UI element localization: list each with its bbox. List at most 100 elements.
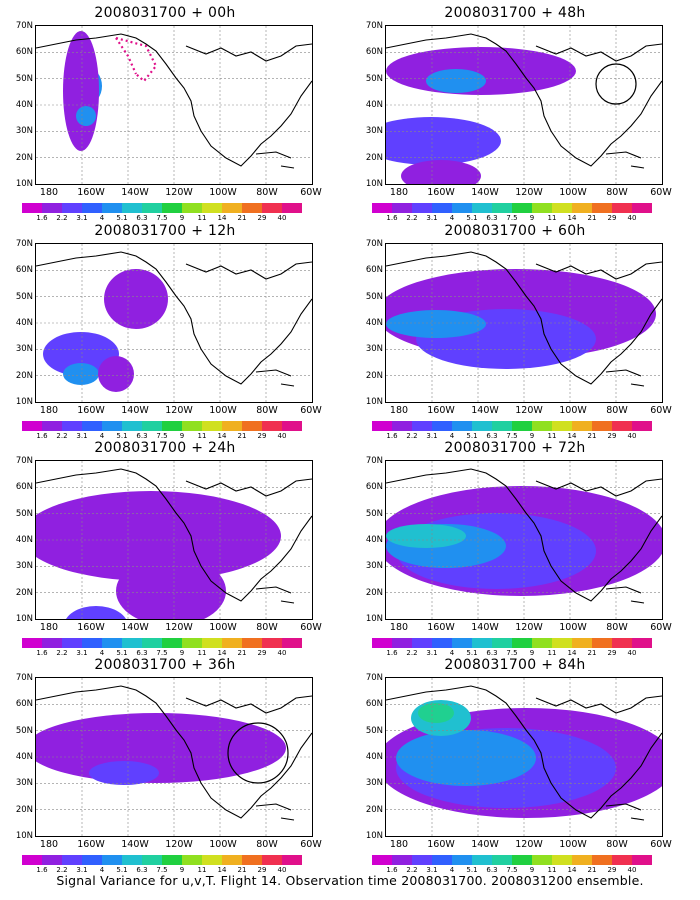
map-plot-area	[35, 25, 313, 185]
colorbar-label: 5.1	[466, 214, 478, 222]
x-axis-label: 140W	[471, 187, 499, 198]
colorbar-swatch	[282, 638, 302, 648]
colorbar-label: 3.1	[76, 866, 88, 874]
variance-contour	[386, 524, 466, 548]
variance-map	[386, 26, 662, 184]
variance-contour	[36, 713, 286, 783]
x-axis-label: 160W	[427, 839, 455, 850]
coastline	[535, 478, 662, 497]
y-axis-label: 70N	[365, 239, 383, 249]
colorbar-swatch	[592, 421, 612, 431]
x-axis-label: 180	[389, 187, 409, 198]
colorbar-swatch	[222, 421, 242, 431]
coastline	[255, 586, 295, 604]
colorbar-label: 5.1	[116, 214, 128, 222]
map-plot-area	[35, 460, 313, 620]
colorbar	[22, 421, 302, 431]
colorbar-label: 40	[277, 649, 287, 657]
colorbar-swatch	[452, 421, 472, 431]
y-axis-label: 70N	[365, 21, 383, 31]
y-axis-label: 20N	[15, 152, 33, 163]
colorbar-label: 9	[179, 649, 185, 657]
colorbar-label: 9	[529, 214, 535, 222]
x-axis-label: 160W	[77, 839, 105, 850]
colorbar-swatch	[392, 855, 412, 865]
y-axis-label: 40N	[15, 752, 33, 762]
y-axis-label: 20N	[365, 370, 383, 381]
colorbar-swatch	[492, 855, 512, 865]
variance-contour	[386, 47, 576, 95]
colorbar-label: 9	[179, 866, 185, 874]
y-axis-label: 30N	[15, 561, 33, 572]
colorbar-label: 40	[627, 866, 637, 874]
colorbar-label: 7.5	[156, 649, 168, 657]
colorbar-label: 6.3	[136, 649, 148, 657]
y-axis-label: 30N	[365, 778, 383, 789]
y-axis-label: 40N	[365, 100, 383, 110]
coastline	[386, 251, 662, 385]
colorbar-label: 1.6	[386, 432, 398, 440]
map-panel: 2008031700 + 72h 70N 60N 50N 40N 30N 20N 10N 180…	[350, 440, 680, 660]
colorbar-label: 6.3	[136, 866, 148, 874]
coastline	[605, 151, 645, 169]
colorbar-swatch	[82, 638, 102, 648]
colorbar-swatch	[532, 855, 552, 865]
colorbar-swatch	[22, 421, 42, 431]
y-axis-label: 60N	[365, 47, 383, 58]
colorbar-swatch	[372, 638, 392, 648]
colorbar-label: 9	[529, 866, 535, 874]
colorbar-label: 11	[547, 432, 557, 440]
y-axis-label: 40N	[15, 100, 33, 110]
x-axis-label: 100W	[209, 187, 237, 198]
colorbar-label: 1.6	[386, 866, 398, 874]
colorbar-swatch	[492, 421, 512, 431]
colorbar-swatch	[392, 638, 412, 648]
map-panel: 2008031700 + 48h 70N 60N 50N 40N 30N 20N 10N 180…	[350, 5, 680, 225]
x-axis-label: 60W	[300, 187, 322, 198]
y-axis-label: 70N	[15, 673, 33, 683]
coastline	[185, 261, 312, 280]
x-axis-label: 80W	[606, 405, 628, 416]
colorbar-swatch	[632, 203, 652, 213]
colorbar-swatch	[552, 855, 572, 865]
y-axis-label: 10N	[15, 397, 33, 407]
colorbar-swatch	[62, 421, 82, 431]
map-plot-area	[385, 677, 663, 837]
colorbar-swatch	[142, 638, 162, 648]
y-axis-label: 10N	[365, 831, 383, 841]
colorbar-label: 29	[257, 214, 267, 222]
colorbar-label: 1.6	[36, 432, 48, 440]
colorbar-swatch	[452, 855, 472, 865]
colorbar	[22, 638, 302, 648]
x-axis-label: 100W	[559, 187, 587, 198]
variance-contour	[386, 310, 486, 338]
colorbar-label: 21	[237, 214, 247, 222]
coastline	[36, 251, 312, 385]
x-axis-label: 120W	[165, 622, 193, 633]
colorbar-swatch	[412, 638, 432, 648]
colorbar-swatch	[612, 855, 632, 865]
colorbar-label: 2.2	[56, 214, 68, 222]
colorbar-label: 4	[449, 432, 455, 440]
map-plot-area	[385, 243, 663, 403]
y-axis-label: 50N	[15, 508, 33, 519]
colorbar-swatch	[162, 638, 182, 648]
colorbar-swatch	[162, 203, 182, 213]
colorbar-label: 5.1	[116, 649, 128, 657]
x-axis-label: 120W	[165, 405, 193, 416]
map-panel: 2008031700 + 24h 70N 60N 50N 40N 30N 20N 10N 180…	[0, 440, 330, 660]
colorbar-label: 9	[179, 214, 185, 222]
colorbar-label: 7.5	[156, 432, 168, 440]
x-axis-label: 160W	[427, 187, 455, 198]
x-axis-label: 60W	[300, 839, 322, 850]
colorbar-swatch	[202, 203, 222, 213]
map-plot-area	[385, 460, 663, 620]
y-axis-label: 10N	[365, 614, 383, 624]
colorbar-label: 11	[197, 649, 207, 657]
y-axis-label: 10N	[15, 179, 33, 189]
colorbar-label: 3.1	[426, 214, 438, 222]
x-axis-label: 160W	[427, 622, 455, 633]
colorbar-label: 6.3	[136, 432, 148, 440]
variance-contour	[89, 761, 159, 785]
colorbar-swatch	[532, 203, 552, 213]
